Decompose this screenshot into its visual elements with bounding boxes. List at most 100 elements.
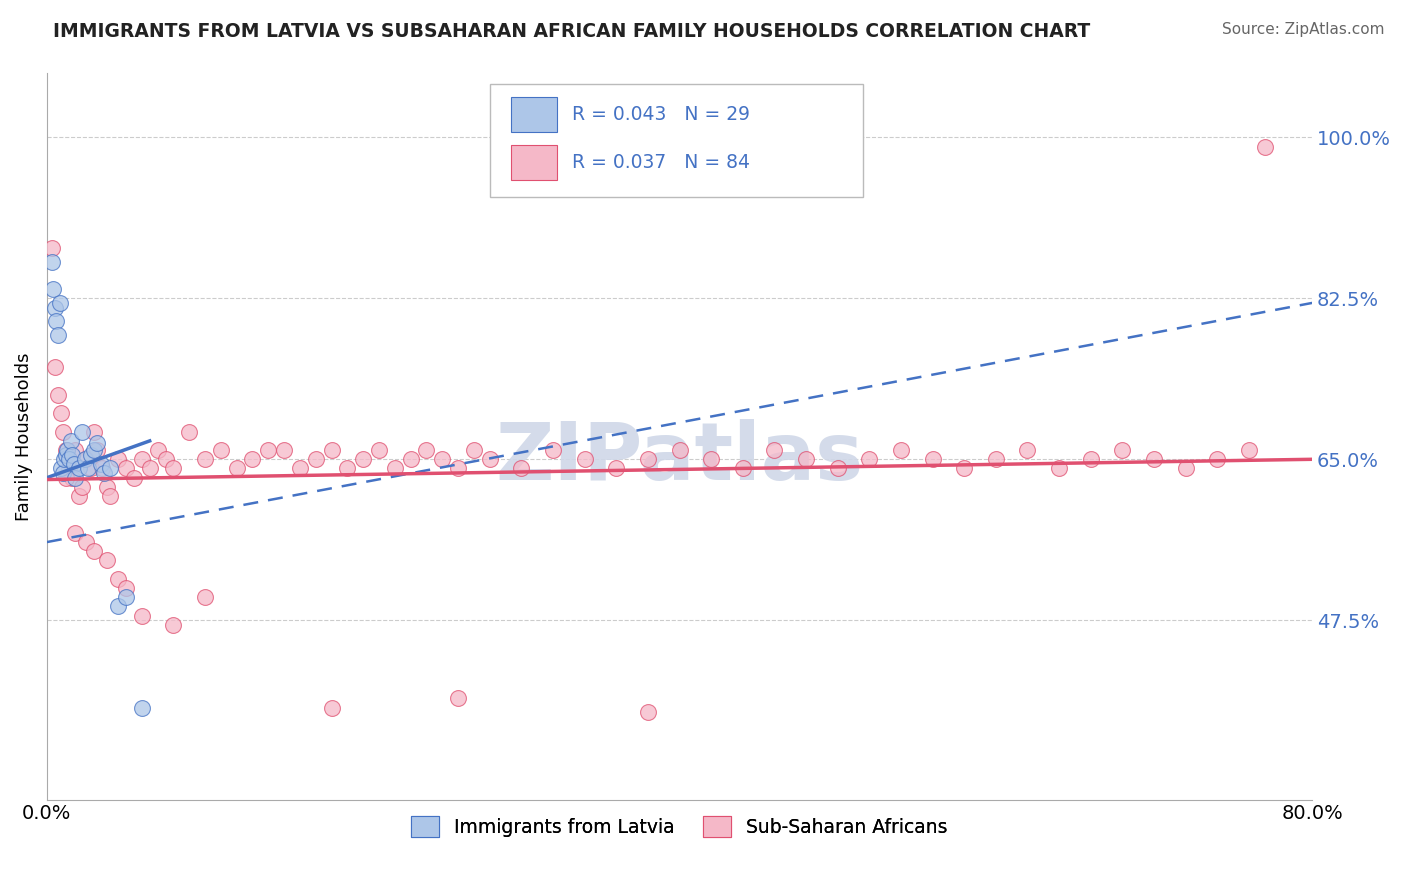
- Point: [115, 461, 138, 475]
- Point: [77, 461, 100, 475]
- Point: [637, 452, 659, 467]
- Point: [984, 452, 1007, 467]
- Point: [257, 443, 280, 458]
- Point: [90, 457, 112, 471]
- Point: [96, 480, 118, 494]
- Point: [731, 461, 754, 475]
- Point: [288, 461, 311, 475]
- Point: [52, 466, 75, 480]
- Point: [58, 452, 80, 467]
- Point: [242, 452, 264, 467]
- Point: [637, 705, 659, 719]
- Point: [763, 443, 786, 458]
- Point: [115, 581, 138, 595]
- Point: [86, 443, 108, 458]
- Text: IMMIGRANTS FROM LATVIA VS SUBSAHARAN AFRICAN FAMILY HOUSEHOLDS CORRELATION CHART: IMMIGRANTS FROM LATVIA VS SUBSAHARAN AFR…: [53, 22, 1091, 41]
- Point: [209, 443, 232, 458]
- Point: [59, 434, 82, 448]
- Point: [384, 461, 406, 475]
- Point: [65, 525, 87, 540]
- Point: [45, 314, 67, 328]
- Point: [41, 254, 63, 268]
- FancyBboxPatch shape: [512, 97, 557, 132]
- Point: [138, 461, 160, 475]
- Point: [510, 461, 533, 475]
- Point: [305, 452, 328, 467]
- Text: ZIPatlas: ZIPatlas: [495, 419, 863, 497]
- Point: [794, 452, 817, 467]
- Point: [44, 301, 66, 315]
- Point: [399, 452, 422, 467]
- Point: [155, 452, 177, 467]
- Point: [65, 471, 87, 485]
- Point: [321, 443, 343, 458]
- Text: R = 0.043   N = 29: R = 0.043 N = 29: [572, 105, 749, 124]
- Point: [46, 388, 69, 402]
- Point: [96, 553, 118, 567]
- Point: [62, 457, 84, 471]
- Point: [194, 591, 217, 605]
- FancyBboxPatch shape: [489, 84, 863, 196]
- Point: [52, 425, 75, 439]
- Point: [336, 461, 359, 475]
- Text: R = 0.037   N = 84: R = 0.037 N = 84: [572, 153, 749, 172]
- Point: [415, 443, 437, 458]
- Point: [194, 452, 217, 467]
- Point: [1237, 443, 1260, 458]
- Point: [75, 452, 97, 467]
- Point: [107, 599, 129, 614]
- Point: [1143, 452, 1166, 467]
- Point: [49, 461, 72, 475]
- Point: [91, 461, 114, 475]
- Point: [86, 435, 108, 450]
- Point: [75, 535, 97, 549]
- Point: [83, 443, 105, 458]
- Point: [44, 360, 66, 375]
- Point: [273, 443, 295, 458]
- Point: [67, 461, 90, 475]
- Point: [463, 443, 485, 458]
- Point: [67, 489, 90, 503]
- Point: [447, 461, 470, 475]
- Point: [131, 608, 153, 623]
- Point: [107, 452, 129, 467]
- Point: [668, 443, 690, 458]
- Point: [574, 452, 596, 467]
- Point: [42, 282, 65, 296]
- Point: [93, 466, 115, 480]
- Point: [478, 452, 501, 467]
- Point: [80, 461, 103, 475]
- Point: [55, 443, 77, 458]
- Point: [80, 448, 103, 462]
- Y-axis label: Family Households: Family Households: [15, 352, 32, 521]
- Point: [352, 452, 374, 467]
- Point: [1047, 461, 1070, 475]
- Point: [49, 406, 72, 420]
- Point: [1111, 443, 1133, 458]
- Point: [953, 461, 976, 475]
- Point: [921, 452, 943, 467]
- Point: [55, 471, 77, 485]
- FancyBboxPatch shape: [512, 145, 557, 180]
- Point: [432, 452, 454, 467]
- Point: [1017, 443, 1039, 458]
- Point: [1253, 139, 1275, 153]
- Point: [98, 489, 121, 503]
- Point: [70, 480, 93, 494]
- Point: [447, 691, 470, 706]
- Point: [58, 461, 80, 475]
- Point: [368, 443, 391, 458]
- Text: Source: ZipAtlas.com: Source: ZipAtlas.com: [1222, 22, 1385, 37]
- Point: [60, 471, 83, 485]
- Point: [98, 461, 121, 475]
- Point: [1080, 452, 1102, 467]
- Point: [83, 425, 105, 439]
- Point: [605, 461, 627, 475]
- Point: [1206, 452, 1229, 467]
- Point: [890, 443, 912, 458]
- Point: [146, 443, 169, 458]
- Point: [46, 328, 69, 343]
- Point: [56, 443, 79, 458]
- Point: [858, 452, 880, 467]
- Point: [700, 452, 723, 467]
